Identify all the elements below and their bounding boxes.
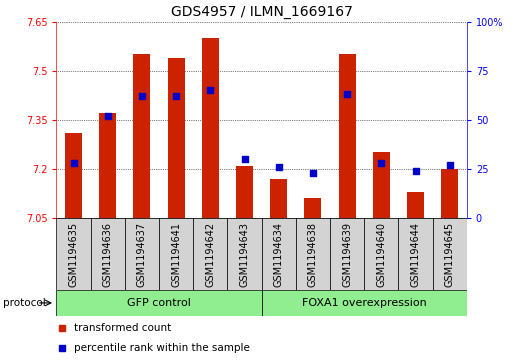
Text: percentile rank within the sample: percentile rank within the sample bbox=[74, 343, 249, 354]
Bar bbox=[133, 54, 150, 218]
Text: GSM1194636: GSM1194636 bbox=[103, 221, 113, 287]
Bar bbox=[56, 218, 91, 290]
Bar bbox=[262, 218, 296, 290]
Point bbox=[446, 162, 454, 168]
Text: GSM1194639: GSM1194639 bbox=[342, 221, 352, 287]
Bar bbox=[236, 166, 253, 218]
Text: GSM1194640: GSM1194640 bbox=[377, 221, 386, 287]
Point bbox=[343, 91, 351, 97]
Bar bbox=[56, 290, 262, 316]
Bar bbox=[262, 290, 467, 316]
Point bbox=[411, 168, 420, 174]
Text: FOXA1 overexpression: FOXA1 overexpression bbox=[302, 298, 427, 308]
Text: GSM1194644: GSM1194644 bbox=[410, 221, 421, 287]
Title: GDS4957 / ILMN_1669167: GDS4957 / ILMN_1669167 bbox=[171, 5, 352, 19]
Bar bbox=[125, 218, 159, 290]
Point bbox=[309, 170, 317, 176]
Text: GSM1194642: GSM1194642 bbox=[205, 221, 215, 287]
Text: GSM1194635: GSM1194635 bbox=[69, 221, 78, 287]
Text: GSM1194634: GSM1194634 bbox=[274, 221, 284, 287]
Text: GSM1194641: GSM1194641 bbox=[171, 221, 181, 287]
Bar bbox=[65, 133, 82, 218]
Text: GFP control: GFP control bbox=[127, 298, 191, 308]
Bar bbox=[91, 218, 125, 290]
Bar bbox=[399, 218, 432, 290]
Point bbox=[377, 160, 385, 166]
Text: GSM1194643: GSM1194643 bbox=[240, 221, 249, 287]
Text: protocol: protocol bbox=[3, 298, 45, 308]
Point bbox=[172, 93, 180, 99]
Point bbox=[206, 87, 214, 93]
Bar bbox=[270, 179, 287, 218]
Bar bbox=[432, 218, 467, 290]
Point bbox=[274, 164, 283, 170]
Bar bbox=[373, 152, 390, 218]
Bar bbox=[441, 169, 458, 218]
Bar bbox=[364, 218, 399, 290]
Point bbox=[138, 93, 146, 99]
Text: transformed count: transformed count bbox=[74, 323, 171, 333]
Bar bbox=[330, 218, 364, 290]
Point bbox=[104, 113, 112, 119]
Text: GSM1194638: GSM1194638 bbox=[308, 221, 318, 287]
Bar bbox=[168, 58, 185, 218]
Bar bbox=[159, 218, 193, 290]
Bar bbox=[339, 54, 356, 218]
Bar bbox=[304, 198, 322, 218]
Bar bbox=[296, 218, 330, 290]
Bar bbox=[227, 218, 262, 290]
Bar bbox=[202, 38, 219, 218]
Text: GSM1194637: GSM1194637 bbox=[137, 221, 147, 287]
Bar bbox=[193, 218, 227, 290]
Bar bbox=[99, 113, 116, 218]
Text: GSM1194645: GSM1194645 bbox=[445, 221, 455, 287]
Point bbox=[69, 160, 77, 166]
Bar bbox=[407, 192, 424, 218]
Point bbox=[241, 156, 249, 162]
